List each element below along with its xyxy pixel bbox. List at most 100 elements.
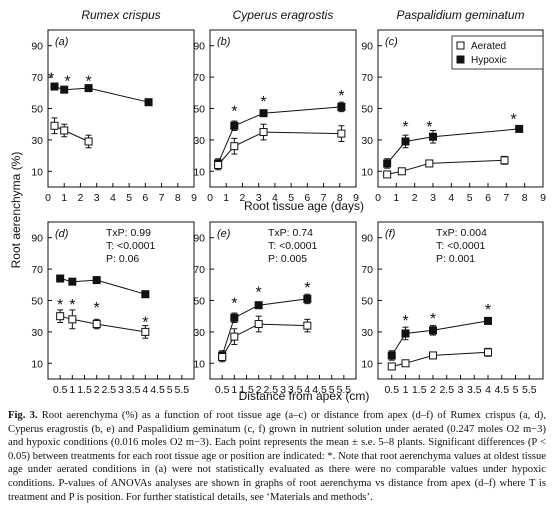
series-aerated <box>50 117 93 149</box>
legend-aerated-label: Aerated <box>471 41 506 52</box>
y-tick-label: 90 <box>361 233 373 245</box>
y-tick-label: 10 <box>193 358 205 370</box>
x-tick-label: 1 <box>231 384 237 396</box>
x-tick-label: 5 <box>288 192 294 204</box>
data-point <box>484 316 492 325</box>
significance-star: * <box>69 297 75 314</box>
x-tick-label: 2 <box>256 384 262 396</box>
x-tick-label: 4 <box>272 192 278 204</box>
x-tick-label: 2.5 <box>102 384 117 396</box>
x-tick-label: 2.5 <box>264 384 279 396</box>
significance-star: * <box>256 285 262 302</box>
x-tick-label: 1.5 <box>239 384 254 396</box>
x-tick-label: 4.5 <box>494 384 509 396</box>
figure-caption: Fig. 3. Root aerenchyma (%) as a functio… <box>8 409 546 504</box>
significance-star: * <box>94 300 100 317</box>
data-point <box>218 353 227 362</box>
panel-label: (e) <box>217 228 231 240</box>
series-aerated <box>383 155 509 179</box>
anova-annotation: P: 0.005 <box>268 253 307 265</box>
x-tick-label: 3 <box>430 192 436 204</box>
x-tick-label: 3.5 <box>126 384 141 396</box>
y-tick-label: 70 <box>361 264 373 276</box>
y-tick-label: 10 <box>361 166 373 178</box>
x-tick-label: 4.5 <box>312 384 327 396</box>
significance-star: * <box>231 104 237 121</box>
data-point <box>429 132 437 141</box>
series-line <box>54 86 149 103</box>
series-hypoxic <box>383 124 524 169</box>
legend-box <box>451 35 544 70</box>
data-point <box>60 85 69 94</box>
y-tick-label: 30 <box>31 327 43 339</box>
y-tick-label: 50 <box>361 104 373 116</box>
x-tick-label: 0.5 <box>215 384 230 396</box>
x-axis-label-top: Root tissue age (days) <box>244 199 364 213</box>
significance-star: * <box>402 313 408 330</box>
series-aerated <box>218 315 312 363</box>
series-line <box>386 128 520 164</box>
data-point <box>254 301 263 310</box>
data-point <box>230 332 239 341</box>
series-line <box>60 315 146 333</box>
x-tick-label: 3 <box>94 192 100 204</box>
data-point <box>387 362 396 371</box>
x-tick-label: 3 <box>118 384 124 396</box>
panel-label: (f) <box>385 228 396 240</box>
legend-hypoxic-marker <box>456 55 465 64</box>
x-tick-label: 2 <box>412 192 418 204</box>
series-line <box>387 159 505 175</box>
data-point <box>68 277 77 286</box>
anova-annotation: T: <0.0001 <box>268 240 317 252</box>
panel-2: Cyperus eragrostis (b) 10 30 50 70 90 0 1 2 3 4 5 6 7 8… <box>193 8 359 204</box>
data-point <box>214 161 223 170</box>
panel-label: (d) <box>55 228 69 240</box>
y-tick-label: 30 <box>361 327 373 339</box>
anova-annotation: T: <0.0001 <box>106 240 155 252</box>
data-point <box>92 276 101 285</box>
y-tick-label: 10 <box>31 358 43 370</box>
x-tick-label: 0.5 <box>53 384 68 396</box>
x-tick-label: 1 <box>223 192 229 204</box>
x-tick-label: 8 <box>337 192 343 204</box>
x-tick-label: 7 <box>159 192 165 204</box>
x-tick-label: 5 <box>126 192 132 204</box>
y-tick-label: 90 <box>361 41 373 53</box>
x-tick-label: 2 <box>240 192 246 204</box>
anova-annotation: TxP: 0.74 <box>268 227 313 239</box>
significance-star: * <box>430 311 436 328</box>
series-hypoxic <box>387 316 492 361</box>
x-tick-label: 9 <box>540 192 546 204</box>
panel-label: (b) <box>217 36 231 48</box>
x-tick-label: 4 <box>485 384 491 396</box>
data-point <box>259 128 268 137</box>
column-title: Paspalidium geminatum <box>396 8 524 22</box>
x-tick-label: 5 <box>467 192 473 204</box>
series-line <box>217 106 342 164</box>
column-title: Rumex crispus <box>81 8 160 22</box>
data-point <box>383 170 392 179</box>
anova-annotation: P: 0.001 <box>436 253 475 265</box>
x-tick-label: 6 <box>485 192 491 204</box>
y-tick-label: 70 <box>361 72 373 84</box>
column-title: Cyperus eragrostis <box>233 8 334 22</box>
series-hypoxic <box>50 82 153 107</box>
x-tick-label: 9 <box>191 192 197 204</box>
data-point <box>50 82 59 91</box>
x-tick-label: 0 <box>207 192 213 204</box>
x-tick-label: 1 <box>393 192 399 204</box>
data-point <box>500 156 509 165</box>
x-tick-label: 1 <box>61 192 67 204</box>
significance-star: * <box>338 88 344 105</box>
series-aerated <box>214 123 346 171</box>
caption-label: Fig. 3. <box>8 410 38 421</box>
data-point <box>84 84 93 93</box>
x-tick-label: 7 <box>321 192 327 204</box>
y-tick-label: 50 <box>31 296 43 308</box>
y-tick-label: 30 <box>193 327 205 339</box>
data-point <box>383 159 392 168</box>
x-tick-label: 1 <box>403 384 409 396</box>
data-point <box>230 313 239 322</box>
y-tick-label: 70 <box>193 72 205 84</box>
x-tick-label: 7 <box>503 192 509 204</box>
